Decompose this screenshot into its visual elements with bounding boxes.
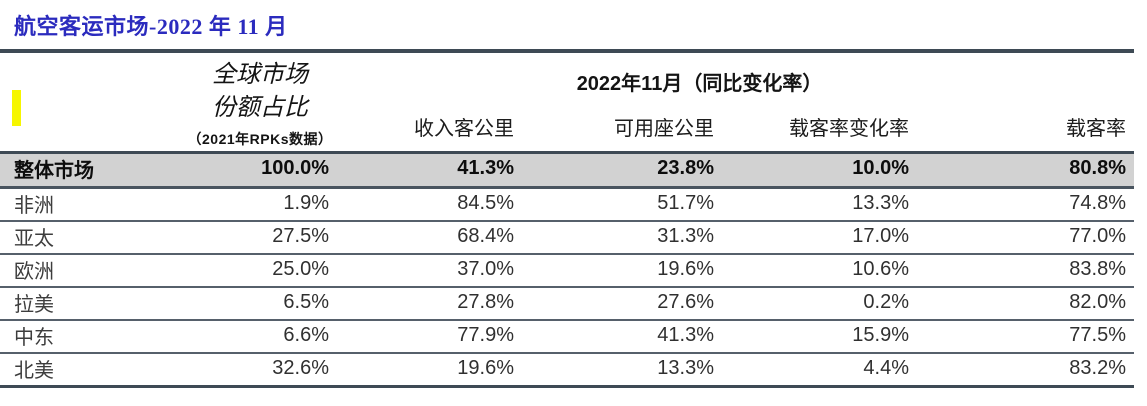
column-header-plf-change: 载客率变化率 — [789, 117, 909, 140]
cell-plf: 83.2% — [1069, 356, 1127, 379]
cell-share: 1.9% — [283, 191, 329, 214]
cell-rpk: 84.5% — [457, 191, 514, 214]
share-header-note: （2021年RPKs数据） — [187, 130, 333, 147]
cell-rpk: 77.9% — [457, 323, 514, 346]
cell-plf-change: 13.3% — [852, 191, 909, 214]
row-label: 整体市场 — [14, 160, 94, 182]
row-label: 非洲 — [14, 194, 54, 217]
cell-rpk: 19.6% — [457, 356, 514, 379]
table-row-total: 整体市场 100.0% 41.3% 23.8% 10.0% 80.8% — [0, 152, 1135, 187]
cell-ask: 27.6% — [657, 290, 714, 313]
table-row-europe: 欧洲 25.0% 37.0% 19.6% 10.6% 83.8% — [0, 254, 1135, 287]
page-title: 航空客运市场-2022 年 11 月 — [14, 14, 288, 39]
share-column-header: 全球市场 份额占比 （2021年RPKs数据） — [185, 51, 335, 152]
cell-rpk: 68.4% — [457, 224, 514, 247]
cell-plf-change: 15.9% — [852, 323, 909, 346]
cell-plf-change: 10.0% — [852, 157, 909, 179]
passenger-market-table: 全球市场 份额占比 （2021年RPKs数据） 2022年11月（同比变化率） … — [0, 49, 1135, 388]
cell-rpk: 41.3% — [457, 157, 514, 179]
row-label: 拉美 — [14, 293, 54, 316]
table-row-north-america: 北美 32.6% 19.6% 13.3% 4.4% 83.2% — [0, 353, 1135, 386]
column-header-rpk: 收入客公里 — [414, 117, 514, 140]
cell-plf: 74.8% — [1069, 191, 1127, 214]
cell-share: 100.0% — [261, 157, 329, 179]
cell-plf-change: 10.6% — [852, 257, 909, 280]
cell-plf: 82.0% — [1069, 290, 1127, 313]
highlight-marker — [12, 90, 21, 126]
cell-ask: 41.3% — [657, 323, 714, 346]
cell-ask: 31.3% — [657, 224, 714, 247]
share-header-line1: 全球市场 — [212, 61, 308, 88]
row-label: 欧洲 — [14, 260, 54, 283]
cell-plf-change: 17.0% — [852, 224, 909, 247]
cell-ask: 19.6% — [657, 257, 714, 280]
cell-rpk: 27.8% — [457, 290, 514, 313]
cell-ask: 13.3% — [657, 356, 714, 379]
cell-share: 6.5% — [283, 290, 329, 313]
cell-plf: 77.5% — [1069, 323, 1127, 346]
column-header-plf: 载客率 — [1066, 117, 1127, 140]
cell-share: 25.0% — [272, 257, 329, 280]
cell-plf: 77.0% — [1069, 224, 1127, 247]
table-row-africa: 非洲 1.9% 84.5% 51.7% 13.3% 74.8% — [0, 187, 1135, 221]
cell-plf: 83.8% — [1069, 257, 1127, 280]
cell-plf-change: 4.4% — [863, 356, 909, 379]
cell-share: 27.5% — [272, 224, 329, 247]
cell-share: 32.6% — [272, 356, 329, 379]
corner-cell — [0, 51, 185, 152]
share-header-line2: 份额占比 — [212, 94, 308, 121]
table-row-middle-east: 中东 6.6% 77.9% 41.3% 15.9% 77.5% — [0, 320, 1135, 353]
table-header: 全球市场 份额占比 （2021年RPKs数据） 2022年11月（同比变化率） … — [0, 51, 1135, 152]
column-header-ask: 可用座公里 — [614, 117, 714, 140]
cell-plf: 80.8% — [1069, 157, 1127, 179]
cell-plf-change: 0.2% — [863, 290, 909, 313]
table-row-latin-america: 拉美 6.5% 27.8% 27.6% 0.2% 82.0% — [0, 287, 1135, 320]
row-label: 中东 — [14, 326, 54, 349]
table-row-asia-pacific: 亚太 27.5% 68.4% 31.3% 17.0% 77.0% — [0, 221, 1135, 254]
row-label: 北美 — [14, 359, 54, 382]
row-label: 亚太 — [14, 227, 54, 250]
cell-share: 6.6% — [283, 323, 329, 346]
cell-ask: 23.8% — [657, 157, 714, 179]
cell-rpk: 37.0% — [457, 257, 514, 280]
group-header-2022-nov: 2022年11月（同比变化率） — [576, 73, 823, 95]
cell-ask: 51.7% — [657, 191, 714, 214]
